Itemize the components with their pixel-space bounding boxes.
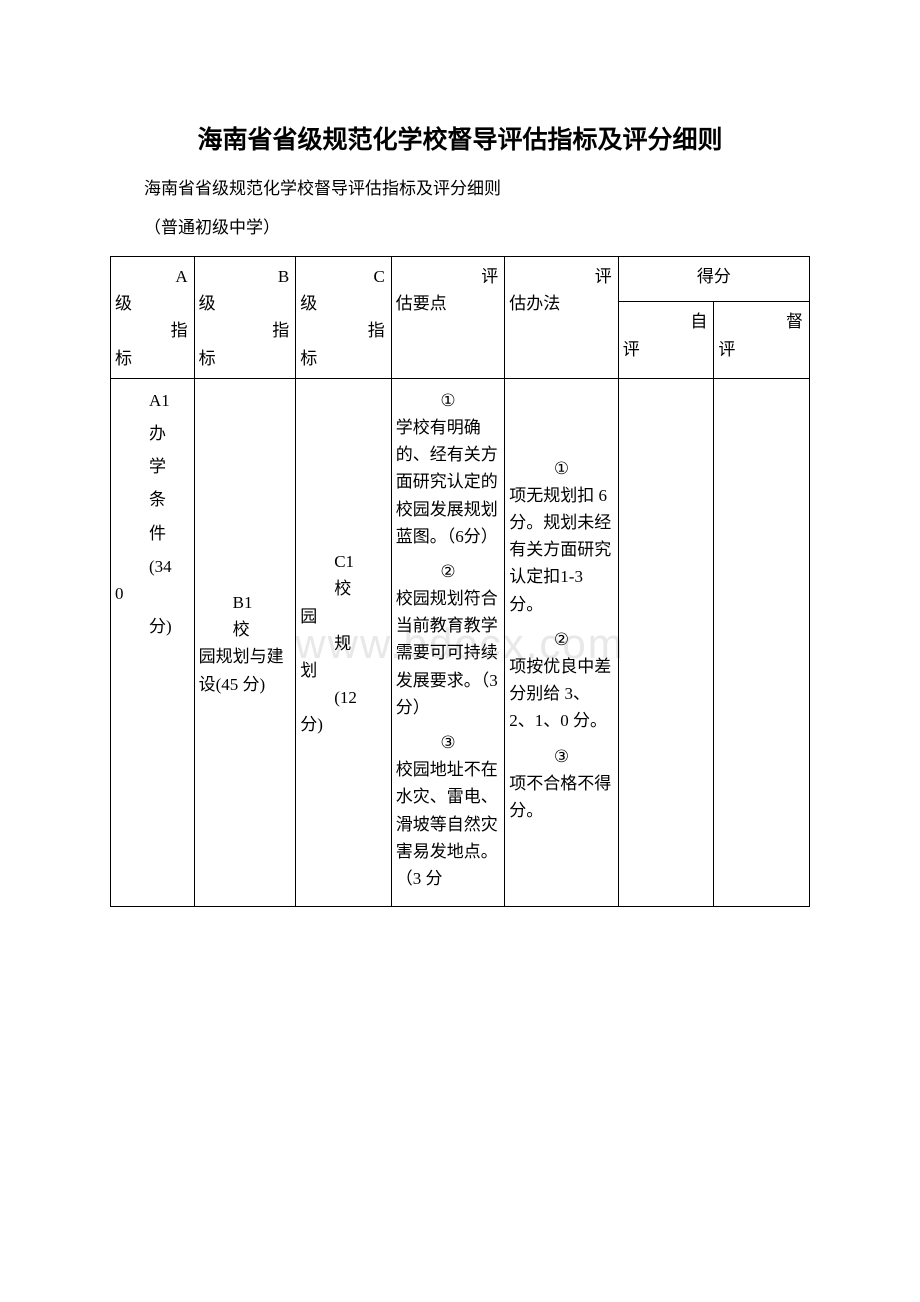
header-row-1: A 级 指 标 B 级 指 标 C 级 指 标 评 估要点 评 <box>111 257 810 302</box>
school-type-note: （普通初级中学） <box>110 213 810 238</box>
cell-eval-points: ① 学校有明确的、经有关方面研究认定的校园发展规划蓝图。（6分） ② 校园规划符… <box>391 378 505 906</box>
cell-a1: A1 办 学 条 件 (34 0 分) <box>111 378 195 906</box>
cell-b1: B1 校 园规划与建设(45 分) <box>194 378 296 906</box>
subtitle: 海南省省级规范化学校督导评估指标及评分细则 <box>110 174 810 199</box>
cell-c1: C1 校 园 规 划 (12 分) <box>296 378 392 906</box>
header-self-eval: 自 评 <box>618 302 714 378</box>
header-supervise-eval: 督 评 <box>714 302 810 378</box>
header-a-level: A 级 指 标 <box>111 257 195 379</box>
header-score: 得分 <box>618 257 809 302</box>
cell-self-eval <box>618 378 714 906</box>
header-eval-method: 评 估办法 <box>505 257 619 379</box>
evaluation-table: A 级 指 标 B 级 指 标 C 级 指 标 评 估要点 评 <box>110 256 810 907</box>
header-b-level: B 级 指 标 <box>194 257 296 379</box>
main-title: 海南省省级规范化学校督导评估指标及评分细则 <box>110 120 810 156</box>
header-c-level: C 级 指 标 <box>296 257 392 379</box>
page-content: 海南省省级规范化学校督导评估指标及评分细则 海南省省级规范化学校督导评估指标及评… <box>110 120 810 907</box>
cell-supervise-eval <box>714 378 810 906</box>
cell-eval-method: ① 项无规划扣 6分。规划未经有关方面研究认定扣1-3 分。 ② 项按优良中差分… <box>505 378 619 906</box>
table-row: A1 办 学 条 件 (34 0 分) B1 校 园规划与建设(45 分) <box>111 378 810 906</box>
header-eval-points: 评 估要点 <box>391 257 505 379</box>
